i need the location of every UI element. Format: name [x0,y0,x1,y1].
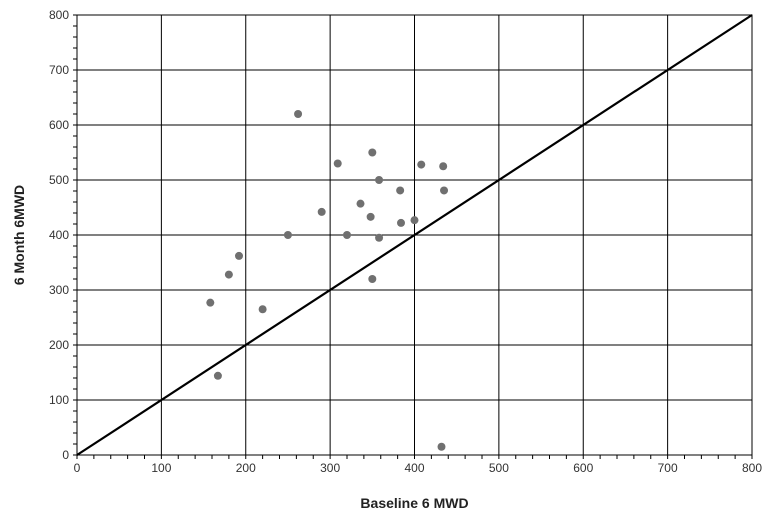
data-point [317,207,326,216]
data-point [410,216,419,225]
x-tick-label: 500 [489,461,509,475]
x-axis-title: Baseline 6 MWD [360,495,468,511]
data-point [396,186,405,195]
x-tick-label: 0 [74,461,81,475]
y-tick-label: 800 [49,8,69,22]
y-tick-label: 300 [49,283,69,297]
y-tick-labels: 0 100 200 300 400 500 600 700 800 [49,8,69,462]
x-tick-label: 300 [320,461,340,475]
x-tick-label: 600 [573,461,593,475]
data-point [417,160,426,169]
data-point [440,186,449,195]
data-point [333,159,342,168]
data-point [368,148,377,157]
data-point [213,371,222,380]
data-point [375,233,384,242]
data-point [366,212,375,221]
data-point [356,199,365,208]
data-point [343,231,351,239]
data-point [437,442,446,451]
y-axis-title: 6 Month 6MWD [11,185,27,285]
x-tick-label: 100 [151,461,171,475]
reference-line-group [76,14,753,456]
x-tick-label: 700 [658,461,678,475]
data-point [224,270,233,279]
x-tick-label: 200 [236,461,256,475]
data-point [283,231,292,239]
data-point [206,298,215,307]
minor-ticks [73,14,753,459]
data-point [294,110,303,118]
y-tick-label: 700 [49,63,69,77]
y-tick-label: 500 [49,173,69,187]
y-tick-label: 0 [62,448,69,462]
data-point [258,305,267,314]
x-tick-label: 400 [404,461,424,475]
x-tick-label: 800 [742,461,762,475]
x-tick-labels: 0 100 200 300 400 500 600 700 800 [74,461,763,475]
data-point [368,275,377,283]
data-point [375,176,384,184]
y-tick-label: 600 [49,118,69,132]
y-tick-label: 100 [49,393,69,407]
data-point [235,251,243,260]
data-points [206,110,449,451]
identity-line [76,14,753,456]
y-tick-label: 200 [49,338,69,352]
y-tick-label: 400 [49,228,69,242]
data-point [439,162,448,171]
data-point [397,218,405,227]
